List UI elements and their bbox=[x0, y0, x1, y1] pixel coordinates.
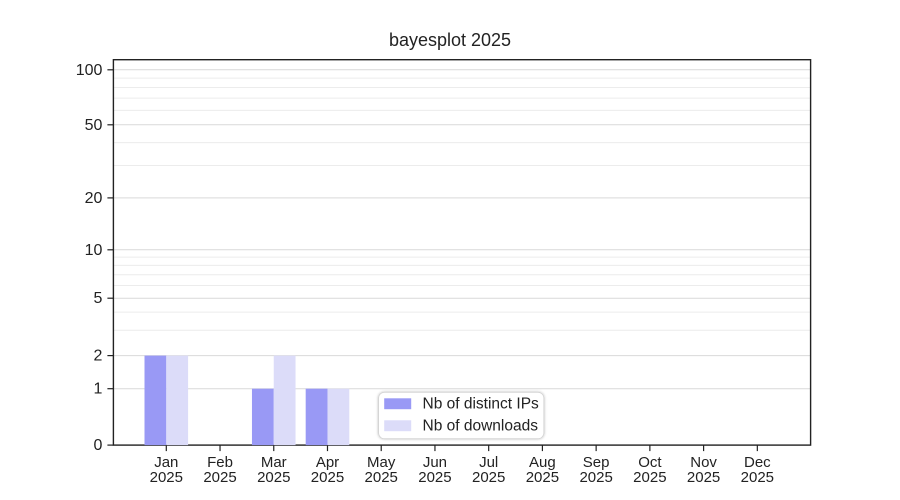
svg-text:50: 50 bbox=[85, 117, 103, 134]
svg-text:20: 20 bbox=[85, 190, 103, 207]
svg-text:Nb of distinct IPs: Nb of distinct IPs bbox=[423, 396, 540, 413]
svg-text:2025: 2025 bbox=[741, 469, 774, 486]
svg-text:0: 0 bbox=[93, 437, 102, 454]
svg-text:2025: 2025 bbox=[365, 469, 398, 486]
svg-text:2025: 2025 bbox=[579, 469, 612, 486]
svg-text:2025: 2025 bbox=[203, 469, 236, 486]
svg-text:2025: 2025 bbox=[257, 469, 290, 486]
svg-text:2025: 2025 bbox=[418, 469, 451, 486]
svg-text:2025: 2025 bbox=[687, 469, 720, 486]
svg-text:1: 1 bbox=[93, 381, 102, 398]
svg-text:10: 10 bbox=[85, 242, 103, 259]
svg-text:2025: 2025 bbox=[311, 469, 344, 486]
svg-text:2025: 2025 bbox=[526, 469, 559, 486]
svg-text:2025: 2025 bbox=[633, 469, 666, 486]
svg-text:2025: 2025 bbox=[150, 469, 183, 486]
svg-text:100: 100 bbox=[76, 62, 103, 79]
svg-text:Nb of downloads: Nb of downloads bbox=[423, 418, 539, 435]
svg-text:2025: 2025 bbox=[472, 469, 505, 486]
svg-text:2: 2 bbox=[93, 348, 102, 365]
svg-text:5: 5 bbox=[93, 290, 102, 307]
